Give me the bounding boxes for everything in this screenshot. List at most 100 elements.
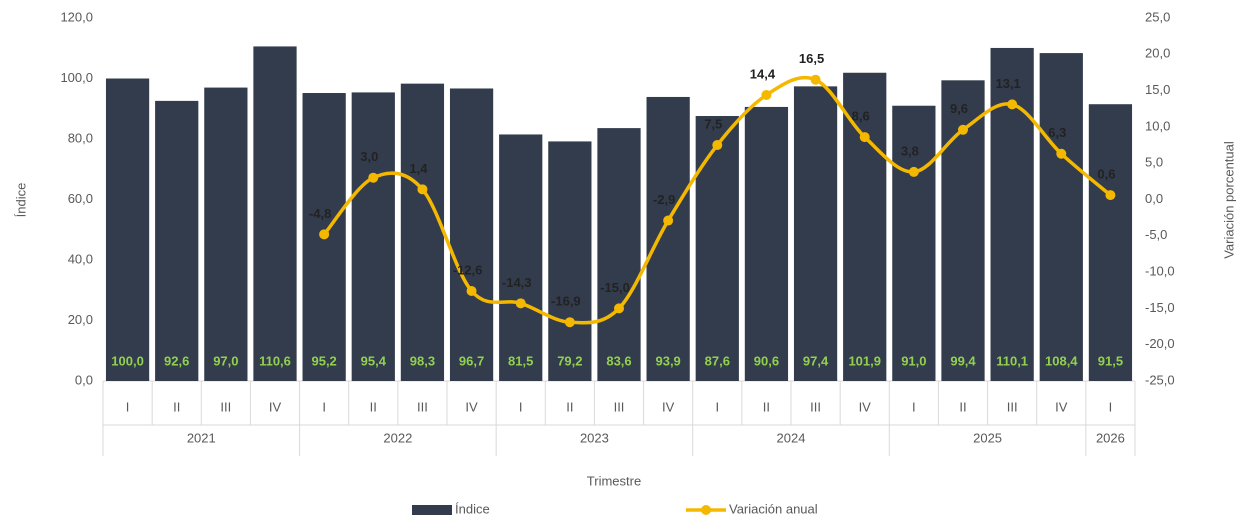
line-marker [663,215,674,226]
bar [449,88,494,382]
y2-tick-label: 20,0 [1145,46,1170,61]
year-label: 2021 [187,430,216,445]
line-value-label: -15,0 [600,280,630,295]
line-value-label: -2,9 [653,192,675,207]
y-tick-label: 60,0 [68,191,93,206]
quarter-label: I [519,399,523,414]
y2-axis-title: Variación porcentual [1221,141,1236,259]
quarter-label: I [322,399,326,414]
line-marker [1105,190,1116,201]
y2-tick-label: -5,0 [1145,227,1167,242]
quarter-label: II [173,399,180,414]
line-value-label: 3,0 [360,149,378,164]
line-value-label: 9,6 [950,101,968,116]
bar [1039,53,1083,382]
bar-value-label: 99,4 [950,353,976,368]
legend-label: Variación anual [729,501,818,516]
line-value-label: 3,8 [901,143,919,158]
quarter-label: II [566,399,573,414]
line-value-label: 0,6 [1097,167,1115,182]
line-marker [810,74,821,85]
bar-value-label: 108,4 [1045,353,1078,368]
quarter-label: III [1007,399,1018,414]
line-value-label: 8,6 [852,109,870,124]
quarter-label: I [1109,399,1113,414]
bar [793,86,838,382]
bar-value-label: 96,7 [459,353,484,368]
y-tick-label: 0,0 [75,372,93,387]
bar-value-label: 101,9 [848,353,881,368]
bar-value-label: 110,6 [259,353,291,368]
line-marker [515,298,526,309]
quarter-label: IV [1055,399,1068,414]
year-label: 2022 [383,430,412,445]
bar-value-label: 90,6 [754,353,779,368]
bar-value-label: 79,2 [557,353,582,368]
y2-tick-label: -25,0 [1145,372,1175,387]
quarter-label: III [220,399,231,414]
y-axis-title: Índice [13,183,28,218]
bar-value-label: 92,6 [164,353,189,368]
line-value-label: 7,5 [704,116,722,131]
y-tick-label: 120,0 [60,9,93,24]
year-label: 2024 [777,430,806,445]
bar-value-label: 87,6 [705,353,730,368]
line-marker [417,184,428,195]
quarter-label: IV [269,399,282,414]
bar [499,134,543,381]
bar [646,96,690,381]
line-marker [761,89,772,100]
line-value-label: 1,4 [409,161,428,176]
quarter-label: I [126,399,130,414]
line-marker [1056,148,1067,159]
y2-tick-label: 25,0 [1145,9,1170,24]
legend-label: Índice [455,501,490,516]
bar [744,106,789,381]
bar [892,105,936,381]
bar [990,47,1034,381]
bar [548,141,592,381]
y2-tick-label: -10,0 [1145,264,1175,279]
line-value-label: 6,3 [1048,125,1066,140]
quarter-label: II [763,399,770,414]
bar-value-label: 91,0 [901,353,926,368]
bar-value-label: 100,0 [111,353,144,368]
quarter-label: IV [859,399,872,414]
bar-value-label: 97,4 [803,353,829,368]
line-marker [614,303,624,314]
line-value-label: -14,3 [502,275,532,290]
line-marker [908,166,919,177]
y-tick-label: 40,0 [68,251,93,266]
y-tick-label: 100,0 [60,70,93,85]
quarter-label: III [614,399,625,414]
bar [155,100,199,381]
x-axis-title: Trimestre [587,473,641,488]
bar-value-label: 95,2 [311,353,336,368]
line-value-label: -16,9 [551,294,581,309]
line-marker [859,132,870,143]
y2-tick-label: -15,0 [1145,300,1175,315]
year-label: 2026 [1096,430,1125,445]
bar [597,128,641,381]
year-label: 2023 [580,430,609,445]
bar [400,83,445,381]
legend-swatch-marker [701,505,711,515]
y2-tick-label: 10,0 [1145,118,1170,133]
quarter-label: IV [465,399,478,414]
year-label: 2025 [973,430,1002,445]
y-tick-label: 20,0 [68,312,93,327]
bar-value-label: 83,6 [606,353,631,368]
quarter-label: III [810,399,821,414]
bar-value-label: 95,4 [361,353,387,368]
line-marker [958,124,968,135]
line-value-label: -4,8 [309,206,331,221]
bar-value-label: 91,5 [1098,353,1123,368]
bar [204,87,248,381]
y2-tick-label: -20,0 [1145,336,1175,351]
line-marker [1007,99,1018,110]
y2-tick-label: 5,0 [1145,155,1163,170]
quarter-label: I [715,399,719,414]
line-marker [564,317,575,328]
line-value-label: 16,5 [799,51,824,66]
